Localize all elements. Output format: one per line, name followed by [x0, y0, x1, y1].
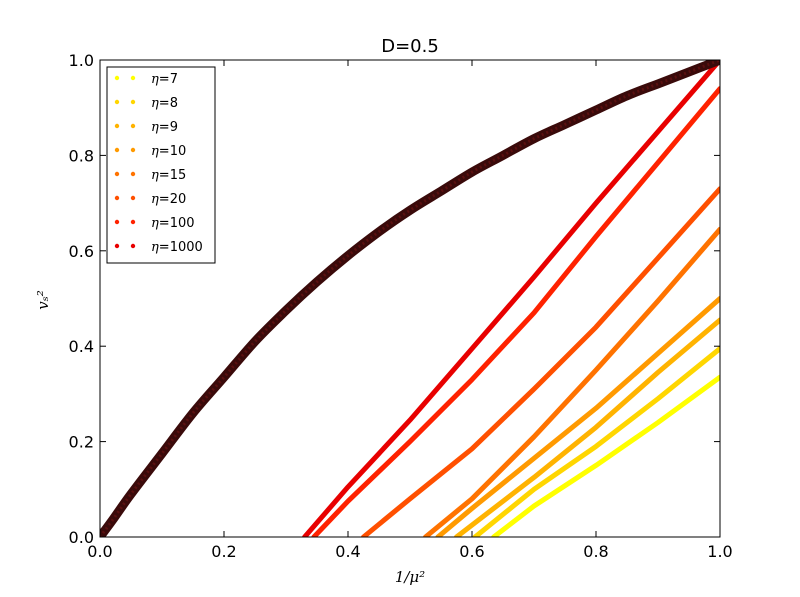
- legend-label-value-0: 7: [170, 72, 178, 87]
- x-tick-label-5: 1.0: [707, 542, 732, 561]
- legend-label-equals-7: =: [159, 240, 170, 255]
- legend-label-value-4: 15: [170, 168, 187, 183]
- legend-label-equals-2: =: [159, 120, 170, 135]
- y-tick-label-1: 0.2: [69, 433, 94, 452]
- legend-label-3: η=10: [151, 144, 186, 159]
- legend-marker-3-a: [114, 147, 120, 153]
- x-tick-label-0: 0.0: [87, 542, 112, 561]
- tick-label-layer: 0.0 0.2 0.4 0.6 0.8 1.0 0.0 0.2 0.4 0.6 0.8 1.0: [69, 51, 733, 561]
- legend-label-4: η=15: [151, 168, 186, 183]
- legend-marker-5-a: [114, 195, 120, 201]
- series-line-3: [435, 296, 720, 537]
- y-axis-label: vₛ²: [34, 290, 52, 310]
- legend-label-value-3: 10: [170, 144, 187, 159]
- legend-label-2: η=9: [151, 120, 178, 135]
- y-tick-label-2: 0.4: [69, 337, 94, 356]
- legend-label-7: η=1000: [151, 240, 203, 255]
- y-tick-label-5: 1.0: [69, 51, 94, 70]
- x-tick-label-2: 0.4: [335, 542, 360, 561]
- legend-label-equals-5: =: [159, 192, 170, 207]
- legend-label-symbol-0: η: [151, 72, 159, 87]
- legend-marker-7-a: [114, 243, 120, 249]
- legend-label-equals-1: =: [159, 96, 170, 111]
- x-tick-label-1: 0.2: [211, 542, 236, 561]
- legend-marker-1-a: [114, 99, 120, 105]
- legend-label-value-2: 9: [170, 120, 178, 135]
- legend-marker-1-b: [130, 99, 136, 105]
- plot-frame: [99, 59, 721, 538]
- legend-label-6: η=100: [151, 216, 195, 231]
- legend-label-value-5: 20: [170, 192, 187, 207]
- tick-layer: [99, 59, 721, 538]
- legend-label-equals-4: =: [159, 168, 170, 183]
- legend-label-equals-3: =: [159, 144, 170, 159]
- chart-title: D=0.5: [381, 36, 439, 57]
- series-line-4: [423, 226, 720, 537]
- legend-label-symbol-6: η: [151, 216, 159, 231]
- legend-marker-7-b: [130, 243, 136, 249]
- legend-label-value-7: 1000: [170, 240, 203, 255]
- envelope-layer: [100, 60, 720, 537]
- legend-marker-2-b: [130, 123, 136, 129]
- legend-marker-4-a: [114, 171, 120, 177]
- x-axis-label: 1/μ²: [395, 568, 425, 586]
- legend-marker-5-b: [130, 195, 136, 201]
- legend-marker-2-a: [114, 123, 120, 129]
- legend-marker-4-b: [130, 171, 136, 177]
- series-line-7: [302, 60, 720, 537]
- legend-label-symbol-2: η: [151, 120, 159, 135]
- envelope-texture: [100, 60, 720, 537]
- legend-marker-6-b: [130, 219, 136, 225]
- series-line-5: [361, 186, 720, 537]
- legend-label-0: η=7: [151, 72, 178, 87]
- x-tick-label-3: 0.6: [459, 542, 484, 561]
- legend-label-1: η=8: [151, 96, 178, 111]
- legend-marker-0-a: [114, 75, 120, 81]
- y-tick-label-3: 0.6: [69, 242, 94, 261]
- legend-label-5: η=20: [151, 192, 186, 207]
- y-tick-label-0: 0.0: [69, 528, 94, 547]
- legend-label-symbol-4: η: [151, 168, 159, 183]
- legend-box: [106, 66, 216, 264]
- legend-label-symbol-3: η: [151, 144, 159, 159]
- series-line-6: [311, 86, 720, 537]
- series-line-0: [491, 374, 720, 537]
- legend-label-value-1: 8: [170, 96, 178, 111]
- y-tick-label-4: 0.8: [69, 146, 94, 165]
- legend-label-symbol-1: η: [151, 96, 159, 111]
- series-line-1: [472, 346, 720, 537]
- legend-label-equals-6: =: [159, 216, 170, 231]
- x-tick-label-4: 0.8: [583, 542, 608, 561]
- legend-label-equals-0: =: [159, 72, 170, 87]
- legend-label-symbol-5: η: [151, 192, 159, 207]
- series-line-2: [454, 317, 720, 537]
- legend-label-value-6: 100: [170, 216, 195, 231]
- legend-label-symbol-7: η: [151, 240, 159, 255]
- legend-marker-0-b: [130, 75, 136, 81]
- legend-marker-3-b: [130, 147, 136, 153]
- legend-marker-6-a: [114, 219, 120, 225]
- series-layer: [302, 60, 720, 537]
